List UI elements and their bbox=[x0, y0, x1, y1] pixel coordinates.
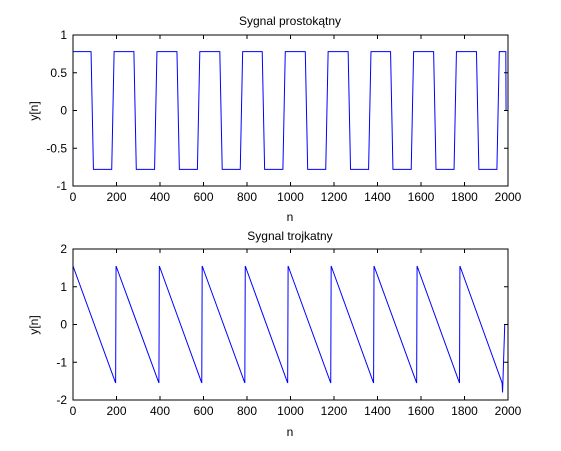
x-tick-label-2: 400 bbox=[150, 190, 170, 204]
y-axis-label: y[n] bbox=[27, 101, 41, 120]
y-tick-label-0: -1 bbox=[56, 179, 67, 193]
x-tick-label-0: 0 bbox=[70, 404, 77, 418]
x-tick-label-4: 800 bbox=[237, 404, 257, 418]
plot-triangular-signal: Sygnal trojkatny n y[n] 0 200 400 600 800 100… bbox=[27, 229, 522, 439]
y-tick-label-2: 0 bbox=[60, 318, 67, 332]
y-tick-label-0: -2 bbox=[56, 393, 67, 407]
y-axis-label: y[n] bbox=[27, 315, 41, 334]
x-tick-label-4: 800 bbox=[237, 190, 257, 204]
plot-frame bbox=[72, 248, 509, 401]
x-tick-label-7: 1400 bbox=[364, 404, 391, 418]
ticks-layer: 0 200 400 600 800 1000 1200 1400 1600 1800 2000 -1 -… bbox=[46, 28, 521, 204]
x-tick-label-5: 1000 bbox=[277, 190, 304, 204]
series-line-0 bbox=[72, 265, 508, 393]
x-axis-label: n bbox=[287, 425, 294, 439]
x-tick-label-3: 600 bbox=[193, 190, 213, 204]
series-layer bbox=[73, 51, 508, 170]
y-tick-label-1: -1 bbox=[56, 355, 67, 369]
x-tick-label-10: 2000 bbox=[495, 190, 522, 204]
x-tick-label-9: 1800 bbox=[451, 190, 478, 204]
x-tick-label-8: 1600 bbox=[408, 190, 435, 204]
x-tick-label-1: 200 bbox=[106, 190, 126, 204]
x-tick-label-9: 1800 bbox=[451, 404, 478, 418]
y-tick-label-4: 1 bbox=[60, 28, 67, 42]
y-tick-label-1: -0.5 bbox=[46, 141, 67, 155]
x-tick-label-8: 1600 bbox=[408, 404, 435, 418]
x-tick-label-0: 0 bbox=[70, 190, 77, 204]
ticks-layer: 0 200 400 600 800 1000 1200 1400 1600 1800 2000 -2 -… bbox=[56, 242, 521, 418]
y-tick-label-3: 0.5 bbox=[50, 66, 67, 80]
series-layer bbox=[72, 265, 508, 393]
x-tick-label-5: 1000 bbox=[277, 404, 304, 418]
x-tick-label-2: 400 bbox=[150, 404, 170, 418]
x-tick-label-1: 200 bbox=[106, 404, 126, 418]
x-tick-label-6: 1200 bbox=[321, 404, 348, 418]
x-tick-label-10: 2000 bbox=[495, 404, 522, 418]
x-tick-label-3: 600 bbox=[193, 404, 213, 418]
x-tick-label-6: 1200 bbox=[321, 190, 348, 204]
x-axis-label: n bbox=[287, 210, 294, 224]
plot-title: Sygnal prostokątny bbox=[239, 14, 341, 28]
y-tick-label-3: 1 bbox=[60, 280, 67, 294]
y-tick-label-2: 0 bbox=[60, 104, 67, 118]
y-tick-label-4: 2 bbox=[60, 242, 67, 256]
series-line-0 bbox=[73, 51, 508, 170]
plot-rectangular-signal: Sygnal prostokątny n y[n] 0 200 400 600 800 1… bbox=[27, 14, 522, 224]
plot-title: Sygnal trojkatny bbox=[247, 229, 332, 243]
plot-frame bbox=[72, 34, 509, 187]
x-tick-label-7: 1400 bbox=[364, 190, 391, 204]
